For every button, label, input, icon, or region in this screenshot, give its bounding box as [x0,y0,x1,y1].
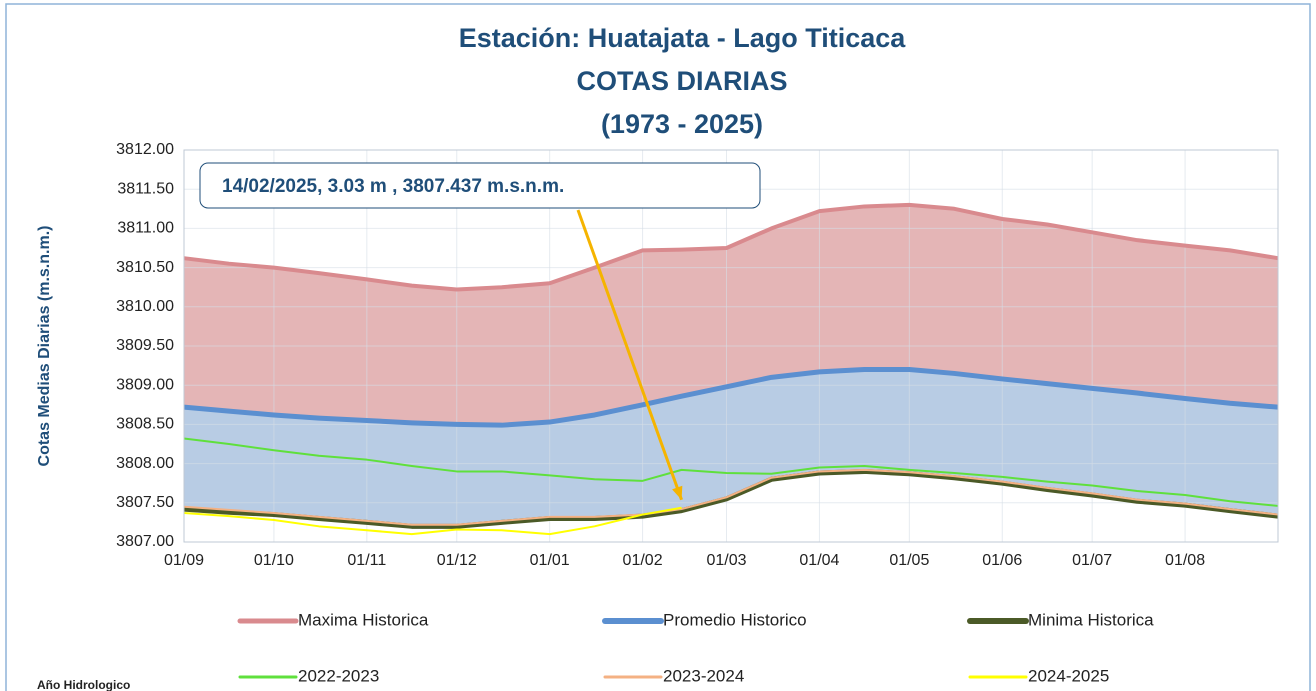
line [183,468,1279,526]
x-tick-label: 01/07 [1072,552,1112,569]
y-tick-label: 3807.50 [116,494,174,511]
y-tick-label: 3808.00 [116,455,174,472]
x-tick-label: 01/06 [982,552,1022,569]
annotation-box [199,162,761,209]
line [183,367,1279,428]
x-tick-label: 01/04 [799,552,839,569]
area [184,471,1278,542]
y-tick-label: 3809.50 [116,337,174,354]
x-tick-label: 01/12 [437,552,477,569]
x-tick-label: 01/10 [254,552,294,569]
legend-label: 2022-2023 [298,666,379,685]
annotation-arrowhead [672,485,683,500]
x-tick-label: 01/03 [706,552,746,569]
y-tick-label: 3807.00 [116,533,174,550]
legend-label: Minima Historica [1028,610,1154,629]
annotation-arrow [576,209,683,501]
y-tick-label: 3808.50 [116,416,174,433]
chart-title: Estación: Huatajata - Lago Titicaca [459,23,907,53]
x-tick-label: 01/02 [623,552,663,569]
x-tick-label: 01/01 [530,552,570,569]
legend-label: 2024-2025 [1028,666,1109,685]
y-axis-label: Cotas Medias Diarias (m.s.n.m.) [36,226,53,467]
legend-label: 2023-2024 [663,666,744,685]
y-tick-label: 3812.00 [116,141,174,158]
legend-label: Maxima Historica [298,610,429,629]
y-tick-label: 3809.00 [116,376,174,393]
line [183,202,1279,292]
x-tick-label: 01/11 [347,552,386,569]
x-tick-label: 01/08 [1165,552,1205,569]
annotation: 14/02/2025, 3.03 m , 3807.437 m.s.n.m. [222,176,564,197]
y-tick-label: 3810.50 [116,259,174,276]
x-tick-label: 01/09 [164,552,204,569]
chart-title: COTAS DIARIAS [576,66,787,96]
line [183,468,1279,529]
y-tick-label: 3811.50 [117,180,174,197]
y-tick-label: 3810.00 [116,298,174,315]
legend-title: Año Hidrologico [37,678,130,691]
legend-label: Promedio Historico [663,610,807,629]
plot-border [183,149,1279,543]
chart-title: (1973 - 2025) [601,109,763,139]
line [183,506,682,536]
x-tick-label: 01/05 [889,552,929,569]
line [183,437,1279,507]
y-tick-label: 3811.00 [117,220,174,237]
